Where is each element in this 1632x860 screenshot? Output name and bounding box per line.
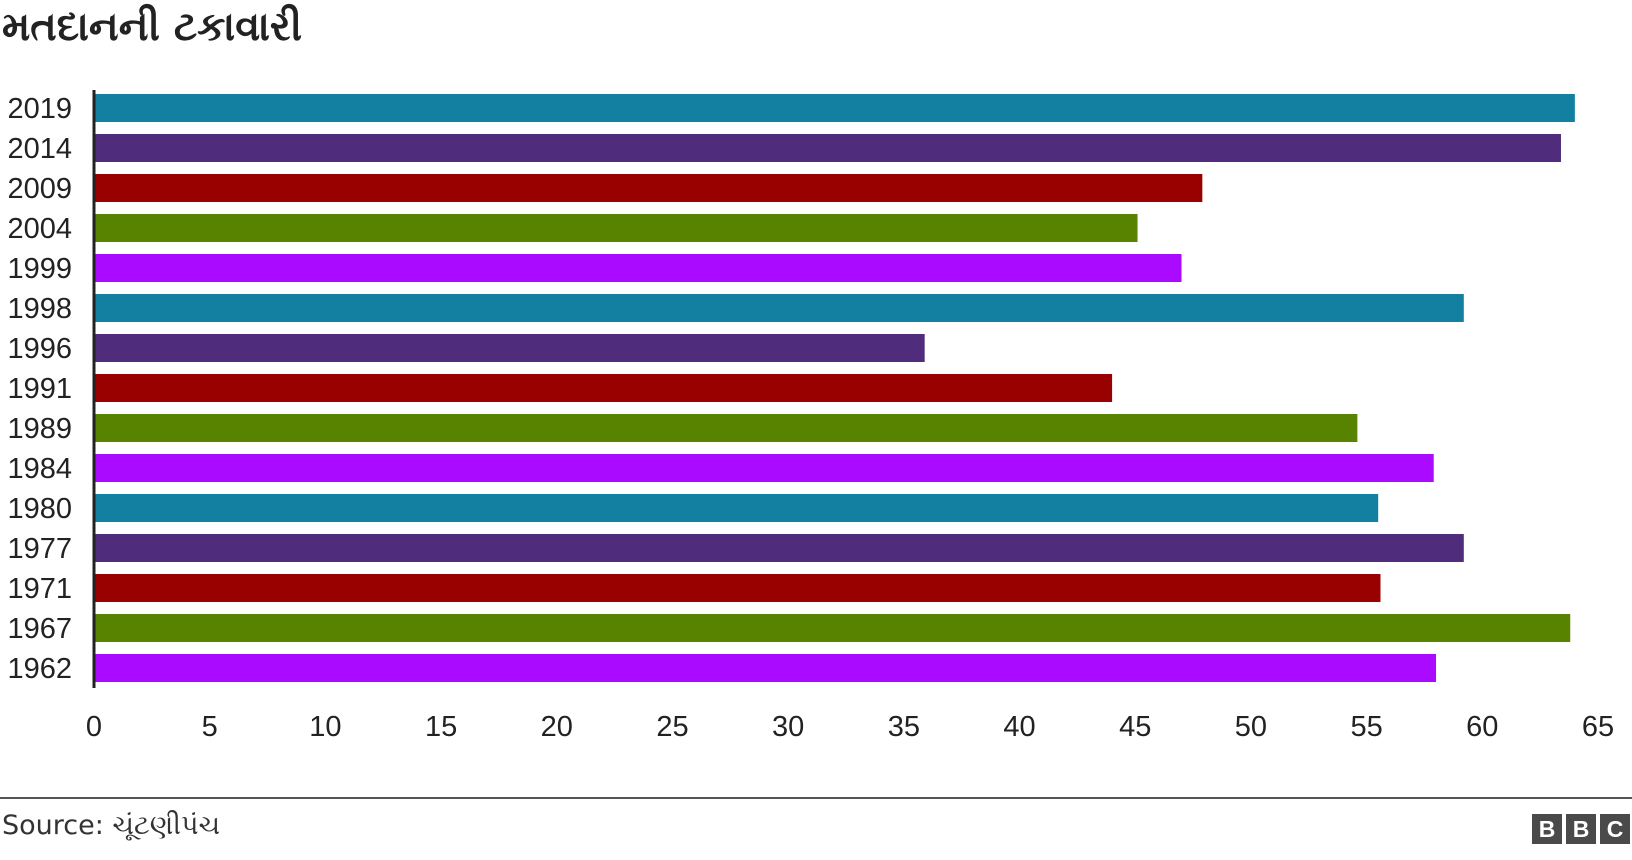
bar-1984 bbox=[94, 454, 1434, 482]
y-tick-label: 1998 bbox=[7, 293, 72, 325]
y-tick-label: 1991 bbox=[7, 373, 72, 405]
y-tick-label: 1977 bbox=[7, 533, 72, 565]
bar-1980 bbox=[94, 494, 1379, 522]
y-tick-label: 2004 bbox=[7, 213, 72, 245]
bar-1962 bbox=[94, 654, 1437, 682]
y-tick-label: 1980 bbox=[7, 493, 72, 525]
source-note: Source: ચૂંટણીપંચ bbox=[2, 810, 221, 841]
y-tick-label: 1971 bbox=[7, 573, 72, 605]
bar-1989 bbox=[94, 414, 1358, 442]
y-tick-label: 1989 bbox=[7, 413, 72, 445]
x-tick-label: 45 bbox=[1119, 711, 1151, 743]
y-tick-label: 2009 bbox=[7, 173, 72, 205]
bar-1977 bbox=[94, 534, 1464, 562]
chart-title: મતદાનની ટકાવારી bbox=[2, 4, 303, 50]
y-tick-label: 1996 bbox=[7, 333, 72, 365]
x-tick-label: 25 bbox=[656, 711, 688, 743]
bar-1999 bbox=[94, 254, 1182, 282]
y-tick-label: 1984 bbox=[7, 453, 72, 485]
x-tick-label: 50 bbox=[1235, 711, 1267, 743]
footer-divider bbox=[0, 797, 1632, 799]
x-tick-label: 20 bbox=[541, 711, 573, 743]
x-tick-label: 5 bbox=[202, 711, 218, 743]
bar-2009 bbox=[94, 174, 1203, 202]
bbc-logo-block: B bbox=[1532, 814, 1562, 844]
x-tick-label: 55 bbox=[1350, 711, 1382, 743]
x-tick-label: 35 bbox=[888, 711, 920, 743]
bar-1967 bbox=[94, 614, 1571, 642]
bar-1998 bbox=[94, 294, 1464, 322]
bar-1996 bbox=[94, 334, 925, 362]
bar-1991 bbox=[94, 374, 1113, 402]
y-tick-label: 2014 bbox=[7, 133, 72, 165]
x-tick-label: 0 bbox=[86, 711, 102, 743]
bbc-logo: B B C bbox=[1532, 814, 1630, 844]
bar-1971 bbox=[94, 574, 1381, 602]
y-tick-label: 1999 bbox=[7, 253, 72, 285]
bbc-logo-block: B bbox=[1566, 814, 1596, 844]
x-tick-label: 65 bbox=[1582, 711, 1614, 743]
x-tick-label: 15 bbox=[425, 711, 457, 743]
y-tick-label: 1962 bbox=[7, 653, 72, 685]
x-tick-label: 10 bbox=[309, 711, 341, 743]
x-tick-label: 60 bbox=[1466, 711, 1498, 743]
bar-chart: 2019 2014 2009 2004 1999 1998 1996 1991 1989 1984… bbox=[7, 90, 1614, 743]
bbc-logo-block: C bbox=[1600, 814, 1630, 844]
y-tick-label: 1967 bbox=[7, 613, 72, 645]
bar-2004 bbox=[94, 214, 1138, 242]
bar-2019 bbox=[94, 94, 1575, 122]
bar-2014 bbox=[94, 134, 1561, 162]
x-tick-label: 40 bbox=[1003, 711, 1035, 743]
x-tick-label: 30 bbox=[772, 711, 804, 743]
y-tick-label: 2019 bbox=[7, 93, 72, 125]
